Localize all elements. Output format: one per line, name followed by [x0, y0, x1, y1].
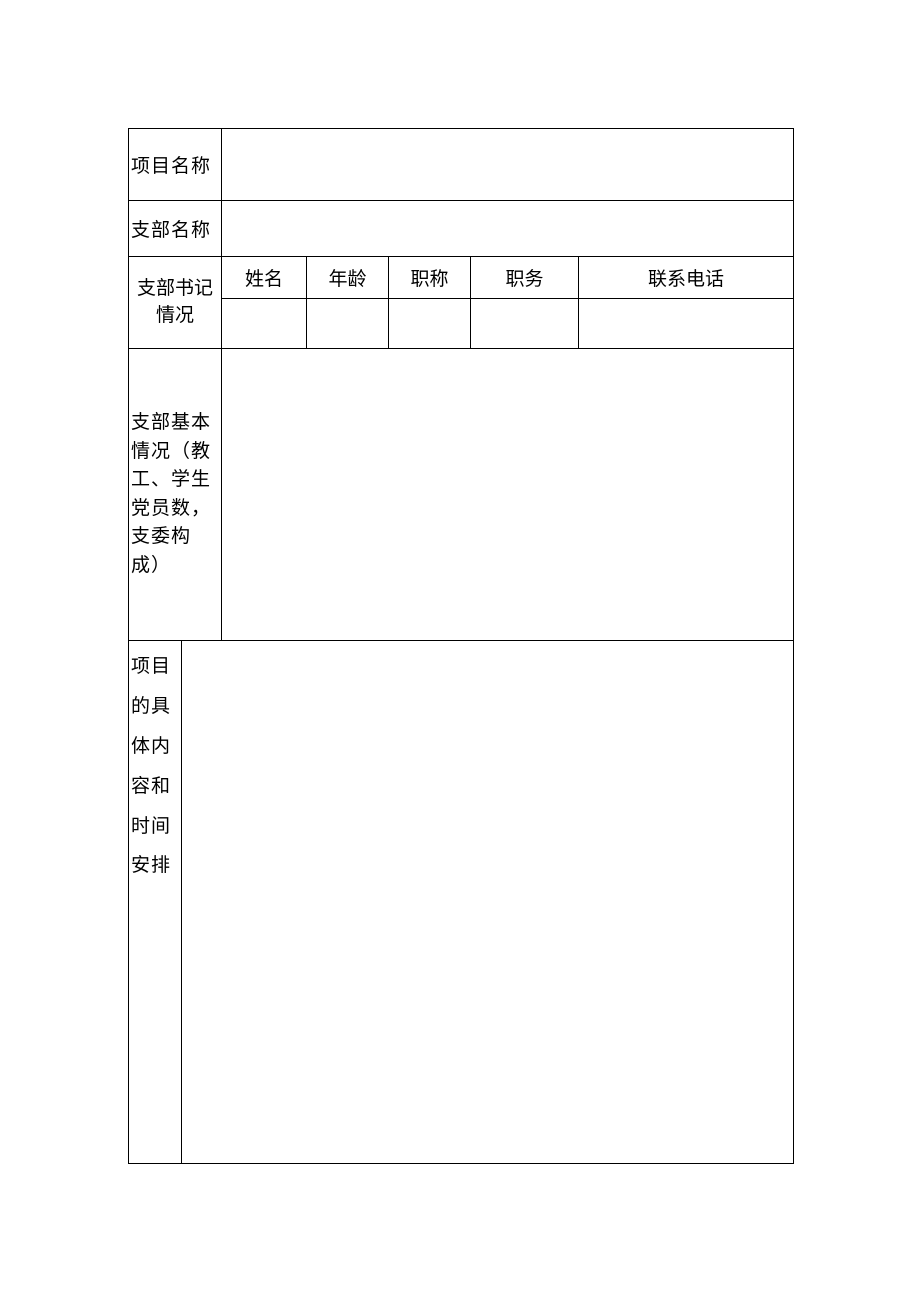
label-secretary-line2: 情况	[156, 305, 194, 326]
value-content-schedule[interactable]	[182, 641, 794, 1164]
form-table: 项目名称 支部名称 支部书记 情况 姓名 年龄 职称 职务 联系电话	[128, 128, 794, 1164]
value-basic-info[interactable]	[222, 349, 794, 641]
value-project-name[interactable]	[222, 129, 794, 201]
row-project-name: 项目名称	[129, 129, 794, 201]
label-branch-name: 支部名称	[129, 201, 222, 257]
header-name: 姓名	[222, 257, 307, 299]
value-name[interactable]	[222, 299, 307, 349]
row-secretary-headers: 支部书记 情况 姓名 年龄 职称 职务 联系电话	[129, 257, 794, 299]
row-basic-info: 支部基本情况（教工、学生党员数，支委构成）	[129, 349, 794, 641]
value-position[interactable]	[471, 299, 579, 349]
value-age[interactable]	[307, 299, 389, 349]
header-age: 年龄	[307, 257, 389, 299]
row-secretary-values	[129, 299, 794, 349]
value-phone[interactable]	[579, 299, 794, 349]
header-phone: 联系电话	[579, 257, 794, 299]
label-basic-info: 支部基本情况（教工、学生党员数，支委构成）	[129, 349, 222, 641]
label-content-schedule: 项目的具体内容和时间安排	[129, 641, 182, 1164]
form-page: 项目名称 支部名称 支部书记 情况 姓名 年龄 职称 职务 联系电话	[128, 128, 793, 1164]
row-content-schedule: 项目的具体内容和时间安排	[129, 641, 794, 1164]
header-position: 职务	[471, 257, 579, 299]
value-branch-name[interactable]	[222, 201, 794, 257]
label-project-name: 项目名称	[129, 129, 222, 201]
label-secretary: 支部书记 情况	[129, 257, 222, 349]
label-secretary-line1: 支部书记	[137, 278, 213, 299]
row-branch-name: 支部名称	[129, 201, 794, 257]
header-title: 职称	[389, 257, 471, 299]
value-title[interactable]	[389, 299, 471, 349]
